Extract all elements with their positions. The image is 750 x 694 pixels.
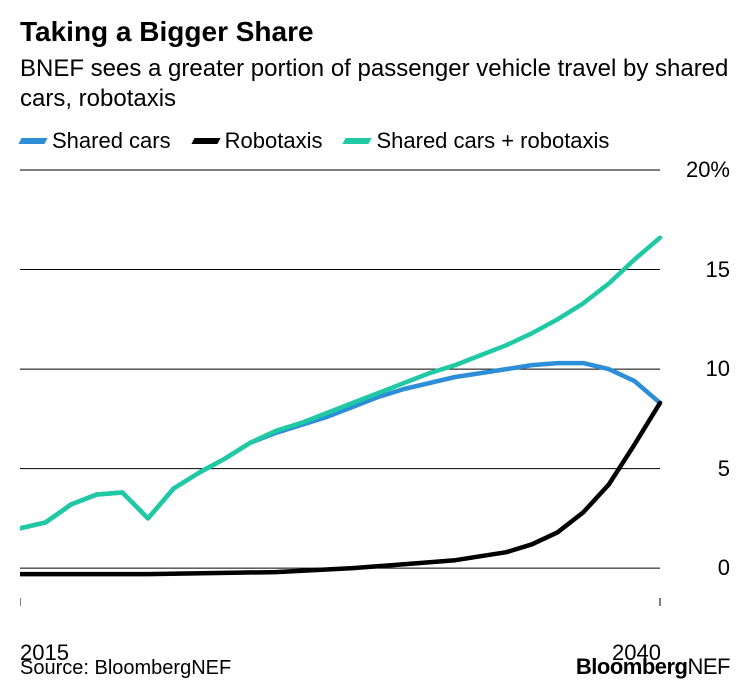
series-line — [20, 403, 660, 574]
legend-swatch — [191, 138, 220, 144]
legend-item: Robotaxis — [193, 128, 323, 154]
brand-light: NEF — [688, 654, 731, 679]
chart-title: Taking a Bigger Share — [20, 16, 730, 48]
y-tick-label: 15 — [706, 257, 730, 283]
series-line — [20, 238, 660, 529]
line-chart-svg — [20, 164, 730, 634]
y-tick-label: 0 — [718, 555, 730, 581]
legend: Shared cars Robotaxis Shared cars + robo… — [20, 128, 730, 154]
chart-subtitle: BNEF sees a greater portion of passenger… — [20, 54, 730, 114]
brand-logo: BloombergNEF — [576, 654, 730, 680]
chart-footer: Source: BloombergNEF BloombergNEF — [20, 654, 730, 680]
legend-label: Shared cars — [52, 128, 171, 154]
chart-area: 05101520%20152040 — [20, 164, 730, 634]
source-text: Source: BloombergNEF — [20, 657, 231, 680]
legend-label: Shared cars + robotaxis — [376, 128, 609, 154]
y-tick-label: 5 — [718, 456, 730, 482]
legend-swatch — [18, 138, 47, 144]
y-tick-label: 20% — [686, 157, 730, 183]
brand-bold: Bloomberg — [576, 654, 688, 679]
series-line — [20, 363, 660, 528]
legend-item: Shared cars + robotaxis — [344, 128, 609, 154]
legend-item: Shared cars — [20, 128, 171, 154]
legend-label: Robotaxis — [225, 128, 323, 154]
legend-swatch — [343, 138, 372, 144]
y-tick-label: 10 — [706, 356, 730, 382]
